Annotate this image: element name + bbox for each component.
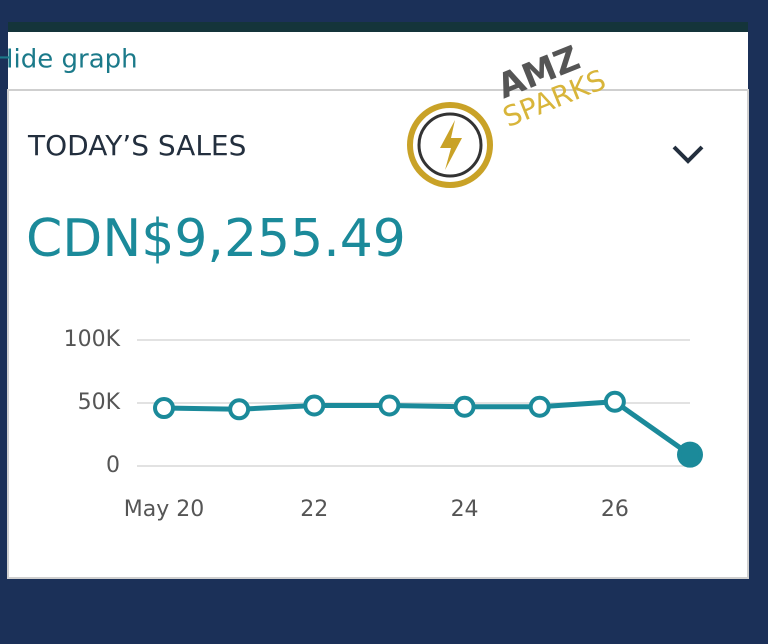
data-point [378,394,401,417]
data-point [453,395,476,418]
chevron[interactable] [672,145,704,164]
logo-bolt [440,120,462,170]
data-point [677,441,703,468]
card-title: TODAY’S SALES [27,129,246,162]
data-point [603,390,626,413]
data-point [528,395,551,418]
x-tick-label: 26 [601,497,629,522]
data-point [153,397,175,420]
y-tick-label: 50K [78,390,121,415]
y-tick-label: 0 [106,453,120,478]
x-tick-label: 22 [300,497,328,522]
sales-amount: CDN$9,255.49 [26,209,406,269]
series-line [163,399,692,457]
hide-graph-link[interactable]: Hide graph [0,45,138,75]
card [7,89,749,579]
data-point [228,398,251,421]
top-bar [8,22,748,32]
y-tick-label: 100K [64,327,121,352]
panel [8,22,748,578]
x-tick-label: May 20 [124,497,204,522]
x-tick-label: 24 [451,497,479,522]
data-point [303,394,326,417]
